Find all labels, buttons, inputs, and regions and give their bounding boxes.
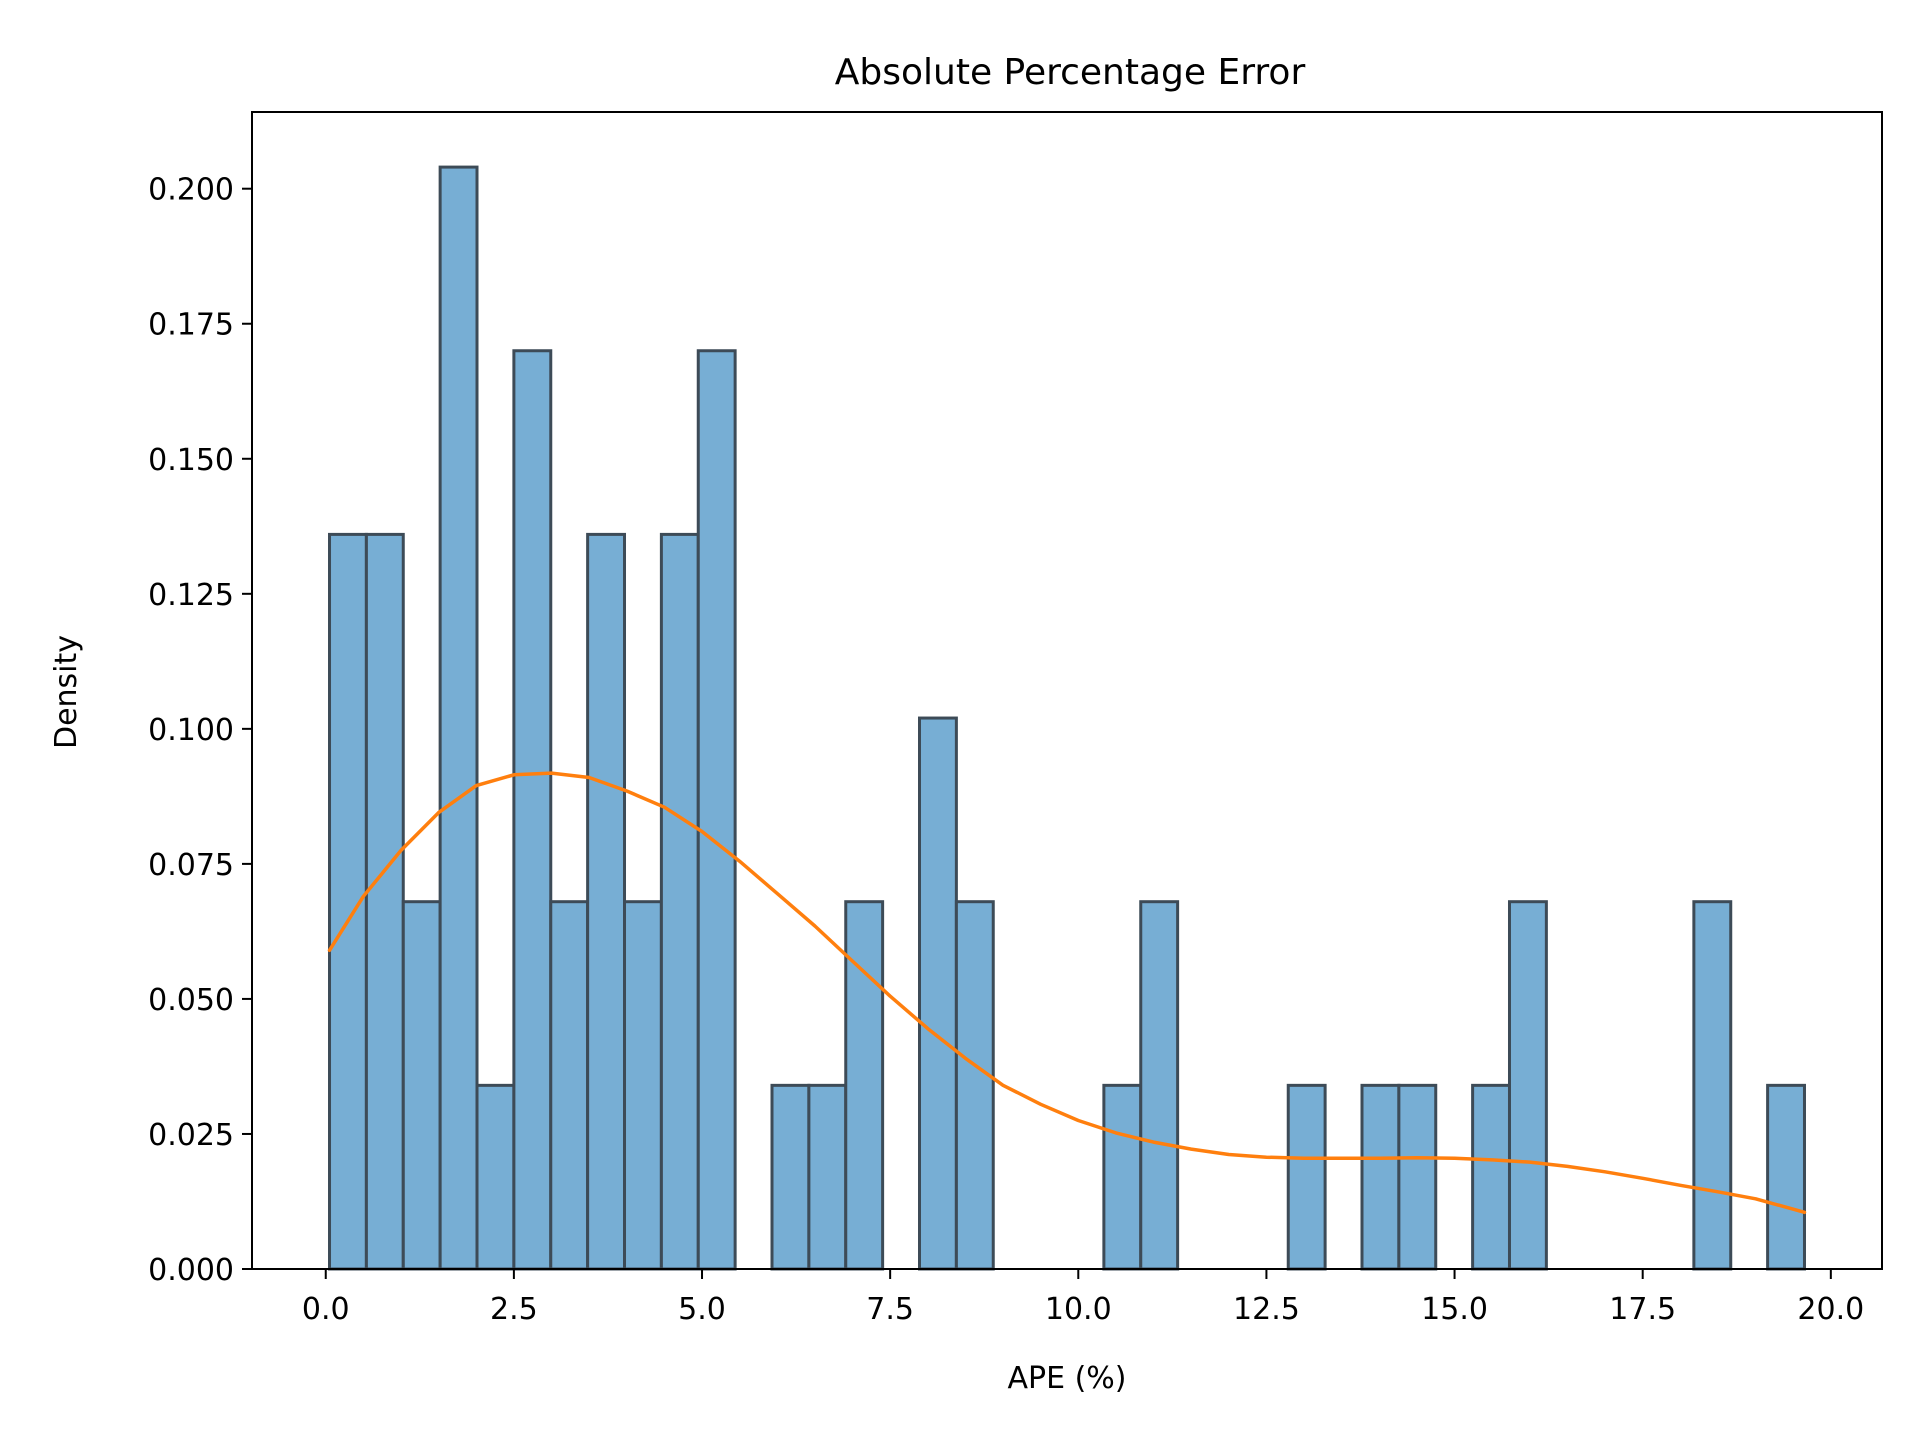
histogram-bar-7 <box>586 532 627 1271</box>
histogram-bar-16 <box>1102 1083 1143 1271</box>
histogram-bar-13 <box>844 900 885 1271</box>
y-tick-label: 0.075 <box>148 848 234 883</box>
histogram-bar-1 <box>364 532 405 1271</box>
histogram-bar-22 <box>1507 900 1548 1271</box>
chart-title: Absolute Percentage Error <box>835 52 1306 93</box>
x-axis-label: APE (%) <box>1007 1361 1126 1396</box>
histogram-bar-10 <box>696 349 737 1271</box>
y-tick-label: 0.125 <box>148 578 234 613</box>
histogram-bar-2 <box>401 900 442 1271</box>
y-tick-label: 0.150 <box>148 443 234 478</box>
histogram-bar-6 <box>549 900 590 1271</box>
histogram-bar-21 <box>1471 1083 1511 1271</box>
histogram-bar-18 <box>1286 1083 1327 1271</box>
x-tick-label: 2.5 <box>490 1292 538 1327</box>
y-tick-label: 0.175 <box>148 308 234 343</box>
y-axis-label: Density <box>49 635 84 749</box>
y-tick-label: 0.025 <box>148 1118 234 1153</box>
histogram-bar-14 <box>918 716 958 1271</box>
y-tick-label: 0.100 <box>148 713 234 748</box>
histogram-bar-15 <box>954 900 995 1271</box>
histogram-bar-23 <box>1692 900 1733 1271</box>
y-tick-label: 0.200 <box>148 173 234 208</box>
histogram-bar-5 <box>512 349 553 1271</box>
x-tick-label: 0.0 <box>302 1292 350 1327</box>
histogram-bar-20 <box>1397 1083 1438 1271</box>
y-tick-label: 0.050 <box>148 983 234 1018</box>
histogram-bar-17 <box>1139 900 1180 1271</box>
x-tick-label: 20.0 <box>1797 1292 1864 1327</box>
histogram-bar-8 <box>623 900 663 1271</box>
x-tick-label: 7.5 <box>866 1292 914 1327</box>
x-axis-ticks: 0.0 2.5 5.0 7.5 10.0 12.5 15.0 17.5 20.0 <box>302 1269 1864 1327</box>
kde-line <box>327 771 1807 1215</box>
histogram-bar-11 <box>770 1083 811 1271</box>
x-tick-label: 17.5 <box>1609 1292 1676 1327</box>
histogram-bar-4 <box>475 1083 516 1271</box>
x-tick-label: 12.5 <box>1233 1292 1300 1327</box>
x-tick-label: 5.0 <box>678 1292 726 1327</box>
histogram-bar-12 <box>807 1083 848 1271</box>
y-tick-label: 0.000 <box>148 1253 234 1288</box>
y-axis-ticks: 0.000 0.025 0.050 0.075 0.100 0.125 0.150 0.175… <box>148 173 252 1288</box>
histogram-bar-24 <box>1766 1083 1806 1271</box>
histogram-bars <box>328 165 1806 1271</box>
kde-curve-group <box>327 771 1807 1215</box>
axes-frame <box>251 111 1883 1270</box>
x-tick-label: 15.0 <box>1421 1292 1488 1327</box>
histogram-bar-9 <box>659 532 700 1271</box>
histogram-bar-19 <box>1360 1083 1401 1271</box>
x-tick-label: 10.0 <box>1045 1292 1112 1327</box>
histogram-bar-3 <box>438 165 479 1271</box>
